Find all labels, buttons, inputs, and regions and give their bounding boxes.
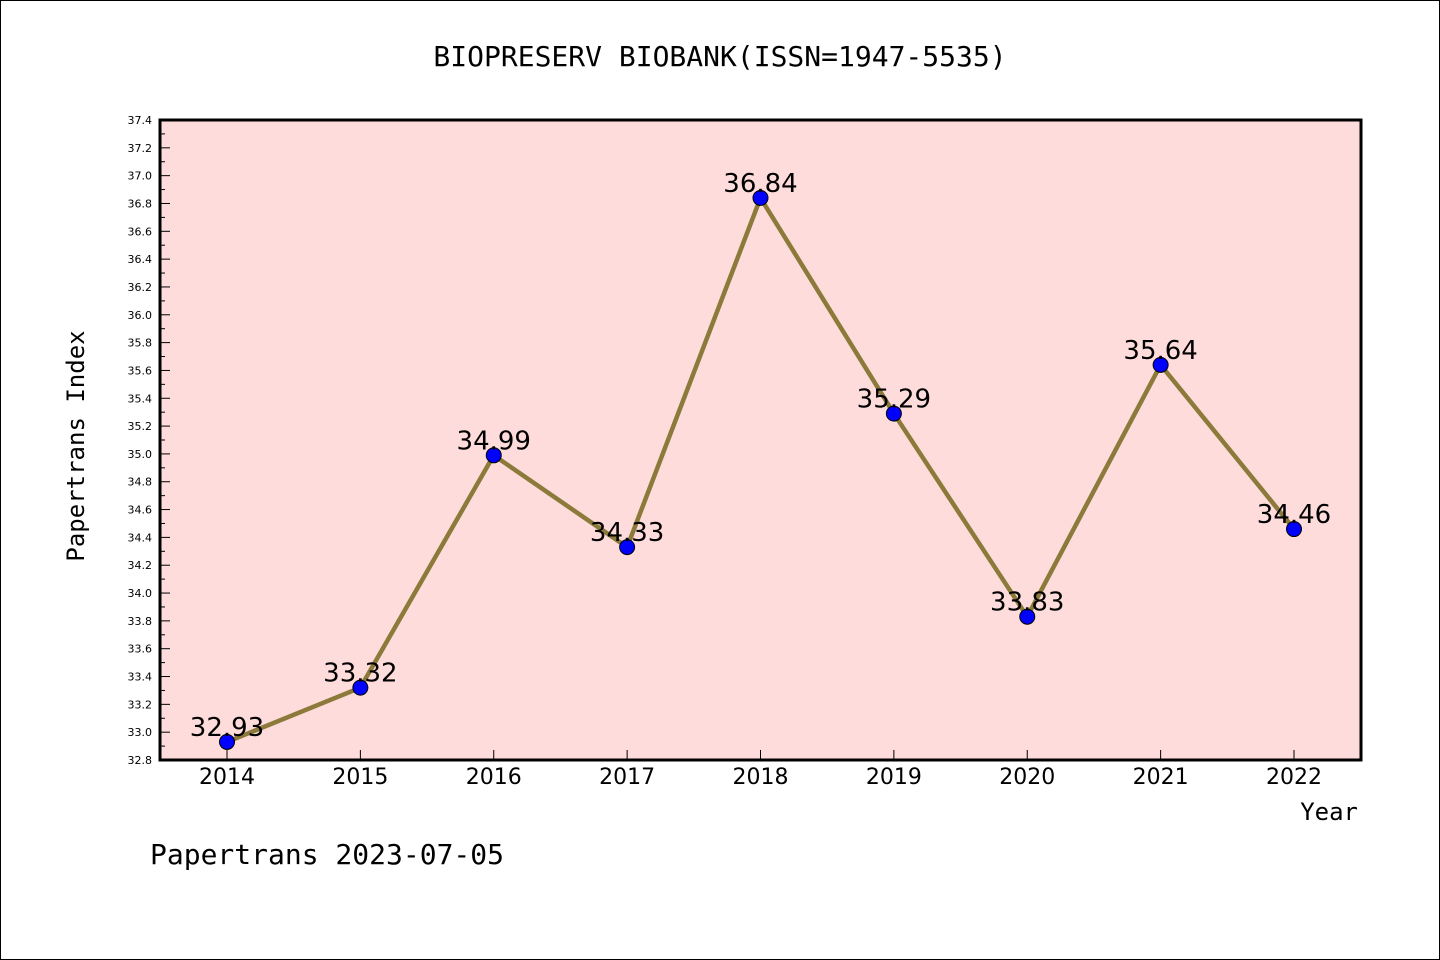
x-tick-label: 2021 [1133,765,1189,790]
x-axis: 2014 2015 2016 2017 2018 2019 2020 2021 2022 [199,750,1322,790]
data-point [1286,521,1302,538]
data-point [619,539,636,556]
x-tick-label: 2019 [866,765,922,790]
x-tick-label: 2017 [599,765,655,790]
x-tick-label: 2022 [1266,765,1322,790]
chart-title: BIOPRESERV BIOBANK(ISSN=1947-5535) [433,40,1006,73]
data-label: 34.46 [1257,500,1331,530]
data-point [1152,356,1169,373]
y-tick-label: 37.2 [128,142,153,155]
x-tick-label: 2015 [332,765,388,790]
y-tick-label: 36.6 [128,225,153,238]
y-tick-label: 35.4 [128,392,153,405]
data-point [485,447,502,464]
y-tick-label: 34.2 [128,559,153,572]
data-label: 34.33 [590,518,664,548]
data-label: 36.84 [723,169,797,199]
y-tick-label: 32.8 [128,754,153,767]
y-tick-label: 35.2 [128,420,153,433]
y-tick-label: 37.0 [128,170,153,183]
y-tick-label: 33.4 [128,671,153,684]
y-tick-label: 36.0 [128,309,153,322]
y-tick-label: 33.0 [128,726,153,739]
data-point [752,189,769,206]
y-tick-label: 33.2 [128,698,153,711]
data-label: 32.93 [190,713,264,743]
data-label: 33.83 [990,588,1064,618]
x-tick-label: 2018 [733,765,789,790]
data-points [219,189,1302,750]
footer-text: Papertrans 2023-07-05 [150,838,504,871]
data-point [219,733,235,750]
y-tick-label: 35.0 [128,448,153,461]
data-label: 35.64 [1123,336,1197,366]
y-tick-label: 35.6 [128,364,153,377]
y-tick-label: 36.8 [128,197,153,210]
plot-border [158,118,1363,762]
y-tick-label: 34.8 [128,476,153,489]
y-axis-label: Papertrans Index [62,330,90,561]
data-point [1019,608,1036,625]
y-axis: 32.8 33.0 33.2 33.4 33.6 33.8 34.0 34.2 34.4 34.6… [128,114,170,767]
data-labels: 32.93 33.32 34.99 34.33 36.84 35.29 33.83 35.64… [190,169,1331,743]
data-point [885,405,902,422]
data-label: 34.99 [457,426,531,456]
data-label: 33.32 [323,659,397,689]
y-tick-label: 37.4 [128,114,153,127]
y-tick-label: 33.6 [128,643,153,656]
x-tick-label: 2020 [999,765,1055,790]
x-tick-label: 2016 [466,765,522,790]
y-tick-label: 33.8 [128,615,153,628]
y-tick-label: 36.4 [128,253,153,266]
y-tick-label: 35.8 [128,337,153,350]
y-tick-label: 36.2 [128,281,153,294]
x-tick-label: 2014 [199,765,255,790]
x-axis-label: Year [1300,798,1358,826]
y-tick-label: 34.6 [128,504,153,517]
plot-area [160,120,1361,760]
y-tick-label: 34.4 [128,531,153,544]
data-point [352,679,369,696]
y-tick-label: 34.0 [128,587,153,600]
data-label: 35.29 [857,385,931,415]
